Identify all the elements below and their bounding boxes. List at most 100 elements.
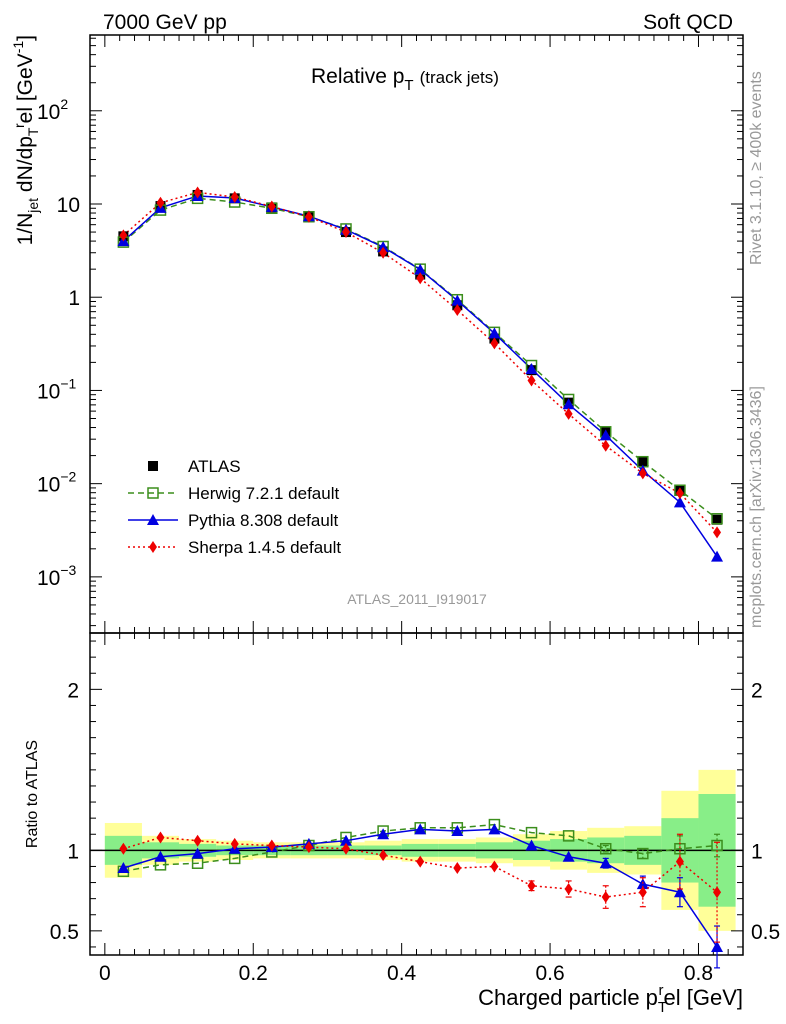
ratio-point [117, 862, 130, 874]
ratio-y-tick-labels: 0.5 0.5 1 1 2 2 [50, 679, 780, 944]
data-point [377, 241, 390, 253]
plot-title: Relative pT (track jets) [311, 65, 499, 94]
data-point [304, 210, 313, 223]
ratio-point [119, 842, 128, 855]
data-point [562, 398, 575, 410]
ratio-point [490, 860, 499, 873]
ratio-point [638, 886, 647, 899]
ratio-point [304, 841, 313, 854]
data-point [673, 496, 686, 508]
data-point [599, 429, 612, 441]
data-point [379, 246, 388, 259]
legend-marker [149, 541, 157, 553]
ratio-point [340, 834, 353, 846]
data-point [193, 186, 202, 199]
data-point [416, 272, 425, 285]
ratio-point [675, 855, 684, 868]
data-point [414, 263, 427, 275]
x-tick-label: 0.2 [239, 962, 268, 985]
data-point [453, 303, 462, 316]
ratio-axis-title: Ratio to ATLAS [24, 740, 41, 848]
main-axis-ticks [89, 35, 744, 633]
data-point [488, 327, 501, 339]
y-tick-label: 10−1 [37, 375, 77, 403]
ratio-point [564, 882, 573, 895]
ratio-tick-label: 2 [67, 679, 79, 702]
ratio-point [562, 850, 575, 862]
data-point [119, 229, 128, 242]
series-line [122, 191, 718, 533]
legend-label: ATLAS [188, 457, 241, 476]
ratio-point [191, 847, 204, 859]
data-point [637, 456, 648, 467]
ratio-point [453, 862, 462, 875]
y-axis-title: 1/Njet dN/dpTrel [GeV-1] [10, 35, 41, 245]
ratio-point [527, 879, 536, 892]
ratio-point [599, 857, 612, 869]
data-point [490, 337, 499, 350]
ratio-point [713, 886, 722, 899]
ratio-point [156, 831, 165, 844]
legend-marker [147, 487, 159, 499]
ratio-point [379, 849, 388, 862]
data-point [342, 226, 351, 239]
x-tick-label: 0 [99, 962, 111, 985]
ratio-point [711, 940, 724, 952]
data-point [711, 513, 723, 525]
data-point [712, 514, 723, 525]
ratio-point [637, 847, 649, 860]
energy-label: 7000 GeV pp [103, 11, 227, 34]
ratio-point [267, 839, 276, 852]
ratio-point [416, 855, 425, 868]
legend-label: Sherpa 1.4.5 default [188, 538, 341, 557]
data-point [601, 439, 610, 452]
data-point [527, 374, 536, 387]
ratio-point [193, 834, 202, 847]
data-point [713, 526, 722, 539]
ratio-tick-label-right: 1 [751, 840, 763, 863]
ratio-point [414, 823, 427, 835]
legend-label: Pythia 8.308 default [188, 511, 339, 530]
legend-label: Herwig 7.2.1 default [188, 484, 339, 503]
legend-marker [147, 514, 159, 525]
data-point [525, 362, 538, 374]
data-point [675, 487, 684, 500]
data-point [267, 200, 276, 213]
y-tick-label: 10−2 [37, 469, 77, 497]
x-tick-labels: 0 0.2 0.4 0.6 0.8 [99, 962, 713, 985]
ratio-point [377, 828, 390, 840]
ratio-tick-label-right: 2 [751, 679, 763, 702]
ratio-point [451, 825, 464, 837]
ratio-tick-label: 1 [67, 840, 79, 863]
ratio-point [673, 886, 686, 898]
ratio-point [599, 842, 612, 855]
ratio-point [525, 826, 538, 839]
y-tick-label: 1 [68, 287, 80, 310]
ratio-tick-label: 0.5 [50, 921, 79, 944]
x-tick-label: 0.8 [684, 962, 713, 985]
y-tick-label: 10−3 [37, 562, 77, 590]
ratio-series [117, 818, 724, 969]
x-tick-label: 0.4 [387, 962, 417, 985]
data-point [230, 190, 239, 203]
ratio-axis-ticks [89, 633, 744, 955]
rivet-label: Rivet 3.1.10, ≥ 400k events [748, 71, 765, 265]
analysis-id: ATLAS_2011_I919017 [347, 591, 487, 607]
ratio-point [342, 842, 351, 855]
y-tick-label: 10 [57, 194, 80, 217]
legend-marker [148, 461, 158, 471]
x-tick-label: 0.6 [535, 962, 564, 985]
ratio-point [525, 839, 538, 851]
ratio-tick-label-right: 0.5 [751, 921, 780, 944]
ratio-point [601, 891, 610, 904]
data-point [564, 407, 573, 420]
main-y-tick-labels: 10−3 10−2 10−1 1 10 102 [37, 96, 80, 590]
site-label: mcplots.cern.ch [arXiv:1306.3436] [748, 386, 765, 628]
x-axis-title: Charged particle pTrel [GeV] [478, 982, 743, 1016]
data-point [451, 294, 464, 306]
legend: ATLAS Herwig 7.2.1 default Pythia 8.308 de… [128, 457, 341, 557]
data-point [156, 196, 165, 209]
process-label: Soft QCD [643, 11, 733, 34]
data-point [711, 550, 724, 562]
